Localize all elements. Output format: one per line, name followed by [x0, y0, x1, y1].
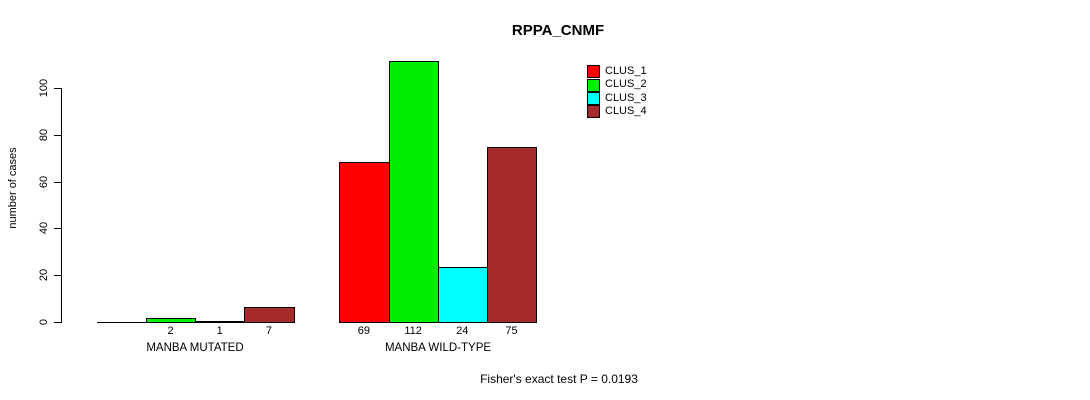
bar-value-label: 1 — [216, 325, 223, 337]
y-tick-label: 20 — [38, 268, 50, 282]
y-tick-mark — [54, 135, 61, 136]
bar-value-label: 2 — [167, 325, 174, 337]
y-tick-mark — [54, 322, 61, 323]
legend-label: CLUS_2 — [605, 78, 647, 91]
bar — [146, 318, 196, 323]
y-tick-mark — [54, 88, 61, 89]
bar — [389, 61, 439, 323]
y-tick-mark — [54, 182, 61, 183]
x-group-label-wildtype: MANBA WILD-TYPE — [384, 342, 492, 354]
y-tick-mark — [54, 275, 61, 276]
legend-label: CLUS_1 — [605, 65, 647, 77]
bar-value-label: 69 — [357, 325, 371, 337]
bar — [438, 267, 488, 323]
legend-label: CLUS_4 — [605, 105, 647, 118]
chart-title: RPPA_CNMF — [511, 22, 605, 39]
x-group-label-mutated: MANBA MUTATED — [146, 342, 244, 354]
legend-color-swatch — [587, 91, 600, 105]
legend-color-swatch — [587, 65, 600, 79]
bar-value-label: 75 — [505, 325, 518, 337]
y-tick-label: 40 — [38, 221, 50, 235]
y-axis-label: number of cases — [7, 147, 19, 229]
bar — [97, 322, 147, 323]
y-tick-label: 80 — [38, 128, 50, 142]
bar-value-label: 112 — [404, 325, 422, 337]
legend-item: CLUS_2 — [587, 78, 647, 92]
y-tick-label: 0 — [38, 318, 50, 326]
fisher-test-note: Fisher's exact test P = 0.0193 — [480, 372, 638, 386]
y-tick-label: 60 — [38, 175, 50, 189]
legend-item: CLUS_1 — [587, 65, 647, 79]
bar — [487, 147, 537, 323]
bar-value-label: 7 — [265, 325, 272, 337]
legend-color-swatch — [587, 78, 600, 92]
y-tick-mark — [54, 228, 61, 229]
legend-label: CLUS_3 — [605, 91, 647, 104]
legend-item: CLUS_4 — [587, 105, 647, 119]
y-axis-line — [61, 88, 62, 323]
bar — [339, 162, 390, 323]
legend: CLUS_1 CLUS_2 CLUS_3 CLUS_4 — [587, 65, 647, 119]
bar — [244, 307, 295, 323]
bar-value-label: 24 — [456, 325, 469, 337]
y-tick-label: 100 — [38, 78, 50, 98]
bar — [195, 321, 245, 323]
legend-item: CLUS_3 — [587, 92, 647, 105]
legend-color-swatch — [587, 105, 600, 119]
